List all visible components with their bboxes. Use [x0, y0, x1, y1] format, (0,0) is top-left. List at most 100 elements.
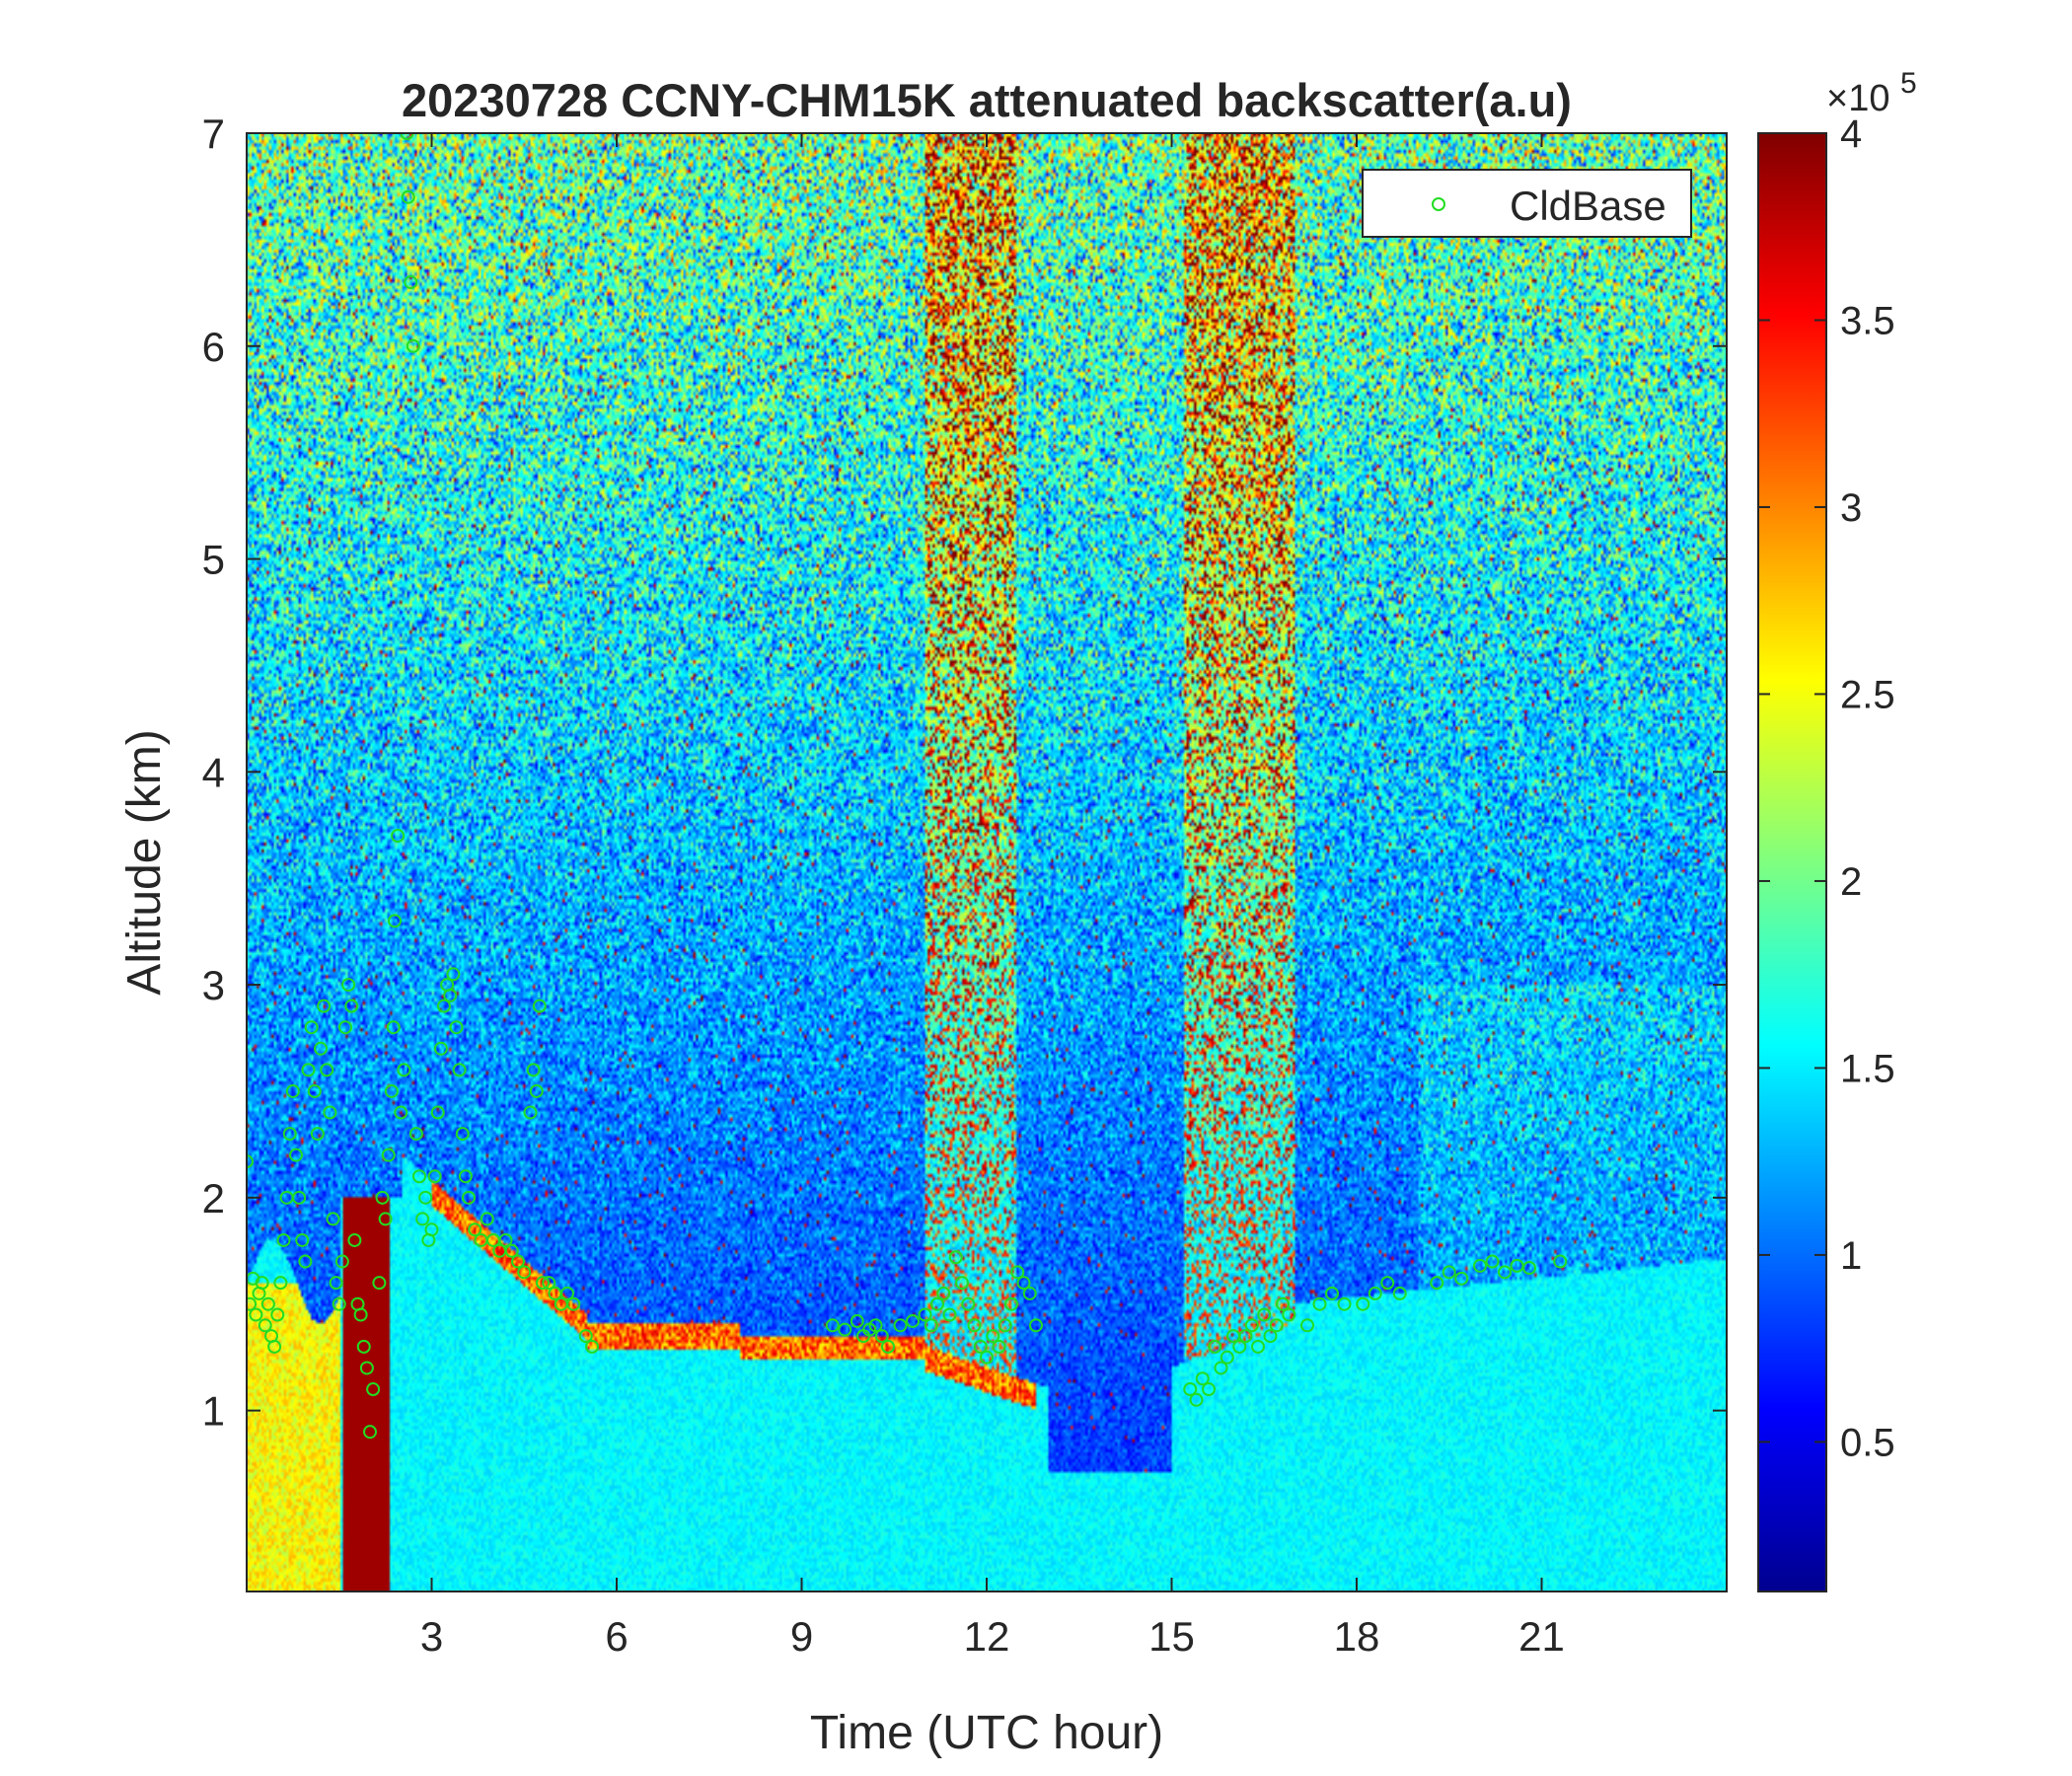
- cldbase-point: [344, 999, 359, 1013]
- legend-label: CldBase: [1510, 183, 1666, 229]
- cldbase-point: [924, 1318, 938, 1333]
- cldbase-point: [1337, 1296, 1352, 1311]
- cldbase-point: [1473, 1258, 1487, 1273]
- cldbase-point: [868, 1318, 883, 1333]
- legend-box: [1362, 169, 1692, 238]
- cldbase-point: [406, 338, 420, 353]
- cldbase-point: [458, 1169, 473, 1184]
- cldbase-point: [378, 1212, 393, 1226]
- cldbase-point: [341, 978, 356, 993]
- cldbase-point: [1244, 1318, 1259, 1333]
- y-tick-label: 3: [202, 962, 225, 1008]
- cldbase-point: [363, 1425, 377, 1440]
- cldbase-point: [304, 1020, 319, 1035]
- cldbase-point: [1325, 1286, 1339, 1300]
- cldbase-point: [249, 1307, 263, 1322]
- cldbase-point: [400, 133, 414, 140]
- cldbase-point: [1238, 1329, 1253, 1344]
- cldbase-point: [936, 1286, 951, 1300]
- cldbase-point: [247, 1296, 258, 1311]
- legend-marker: [1432, 197, 1445, 211]
- cldbase-point: [850, 1313, 864, 1328]
- cldbase-point: [1300, 1318, 1314, 1333]
- cldbase-point: [307, 1083, 322, 1098]
- cldbase-point: [412, 1169, 426, 1184]
- cldbase-point: [1442, 1265, 1456, 1280]
- cldbase-point: [381, 1147, 396, 1162]
- cldbase-point: [1016, 1276, 1031, 1291]
- cldbase-point: [1220, 1350, 1234, 1365]
- colorbar-ticks: 0.5 1 1.5 2 2.5 3 3.5 4: [1758, 112, 1895, 1464]
- cldbase-point: [298, 1254, 313, 1269]
- cldbase-point: [578, 1329, 593, 1344]
- colorbar-tick-label: 2: [1840, 860, 1862, 904]
- cldbase-point: [1392, 1286, 1407, 1300]
- cldbase-point: [462, 1190, 476, 1205]
- x-tick-label: 3: [420, 1613, 443, 1660]
- cldbase-point: [906, 1313, 920, 1328]
- x-tick-label: 9: [790, 1613, 813, 1660]
- cldbase-point: [408, 1127, 423, 1142]
- cldbase-point: [397, 1063, 411, 1077]
- cldbase-point: [375, 1190, 390, 1205]
- cldbase-point: [986, 1329, 1000, 1344]
- cldbase-point: [258, 1318, 272, 1333]
- cldbase-point: [1269, 1318, 1284, 1333]
- colorbar-tick-label: 4: [1840, 112, 1862, 156]
- y-tick-label: 2: [202, 1175, 225, 1221]
- cldbase-point: [359, 1361, 374, 1375]
- colorbar-multiplier: ×10 5: [1826, 67, 1917, 119]
- cldbase-point: [526, 1063, 541, 1077]
- cldbase-point: [270, 1307, 285, 1322]
- cldbase-point: [1195, 1371, 1210, 1386]
- cldbase-point: [276, 1232, 291, 1247]
- cldbase-point: [992, 1339, 1006, 1354]
- cldbase-point: [372, 1276, 387, 1291]
- x-tick-label: 15: [1148, 1613, 1195, 1660]
- cldbase-point: [874, 1329, 889, 1344]
- cldbase-point: [443, 988, 458, 1002]
- cldbase-point: [955, 1276, 969, 1291]
- cldbase-point: [292, 1190, 307, 1205]
- cldbase-point: [1522, 1261, 1536, 1276]
- cldbase-point: [282, 1127, 297, 1142]
- cldbase-point: [353, 1307, 368, 1322]
- cldbase-point: [961, 1296, 976, 1311]
- cldbase-point: [267, 1339, 282, 1354]
- cldbase-point: [480, 1212, 494, 1226]
- cldbase-point: [455, 1127, 470, 1142]
- cldbase-point: [1010, 1265, 1025, 1280]
- cldbase-point: [838, 1322, 852, 1337]
- y-tick-label: 4: [202, 749, 225, 795]
- x-tick-label: 18: [1334, 1613, 1380, 1660]
- cldbase-point: [347, 1232, 362, 1247]
- legend: CldBase: [1362, 169, 1692, 238]
- cldbase-point: [320, 1063, 334, 1077]
- cldbase-point: [542, 1276, 556, 1291]
- cldbase-point: [404, 275, 418, 290]
- cldbase-point: [1022, 1286, 1037, 1300]
- cldbase-point: [317, 999, 332, 1013]
- colorbar-tick-label: 2.5: [1840, 673, 1895, 716]
- cldbase-point: [998, 1318, 1012, 1333]
- cldbase-point: [1029, 1318, 1043, 1333]
- y-axis: 1 2 3 4 5 6 7: [202, 111, 1727, 1435]
- cldbase-point: [295, 1232, 310, 1247]
- cldbase-point: [585, 1339, 599, 1354]
- cldbase-point: [1312, 1296, 1327, 1311]
- x-axis-label: Time (UTC hour): [810, 1707, 1163, 1759]
- cldbase-point: [1004, 1296, 1018, 1311]
- cldbase-point: [1485, 1254, 1500, 1269]
- cldbase-point: [433, 1041, 448, 1056]
- cldbase-point: [1380, 1276, 1395, 1291]
- cldbase-point: [323, 1105, 337, 1120]
- cldbase-point: [918, 1307, 932, 1322]
- cldbase-point: [1263, 1329, 1278, 1344]
- cldbase-point: [285, 1083, 300, 1098]
- cldbase-point: [1553, 1254, 1568, 1269]
- cldbase-point: [881, 1339, 895, 1354]
- cldbase-point: [446, 967, 461, 982]
- cldbase-point: [452, 1063, 467, 1077]
- x-tick-label: 21: [1518, 1613, 1565, 1660]
- cldbase-point: [523, 1105, 538, 1120]
